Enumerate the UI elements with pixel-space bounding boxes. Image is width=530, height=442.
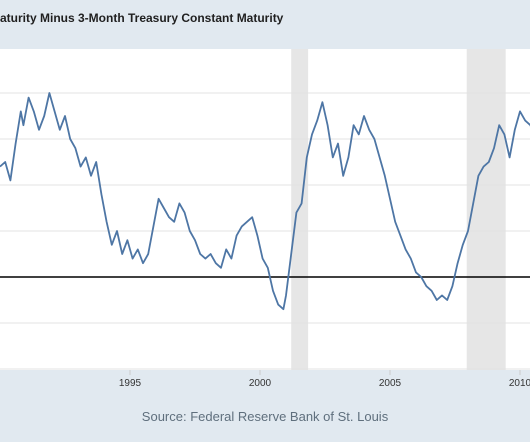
- recession-band-2: [466, 49, 506, 370]
- recession-bands: [291, 49, 506, 370]
- x-axis-ticks: 1995 2000 2005 2010: [119, 370, 530, 389]
- recession-band-1: [291, 49, 309, 370]
- gridlines: [0, 92, 530, 370]
- x-tick-label: 1995: [119, 378, 142, 389]
- plot-area: [0, 49, 530, 370]
- series-lines: [0, 92, 530, 311]
- x-tick-label: 2005: [379, 378, 402, 389]
- chart-title: aturity Minus 3-Month Treasury Constant …: [0, 11, 284, 25]
- source-note: Source: Federal Reserve Bank of St. Loui…: [141, 409, 389, 424]
- x-tick-label: 2000: [249, 378, 272, 389]
- series-line-1: [0, 92, 530, 311]
- x-tick-label: 2010: [509, 378, 530, 389]
